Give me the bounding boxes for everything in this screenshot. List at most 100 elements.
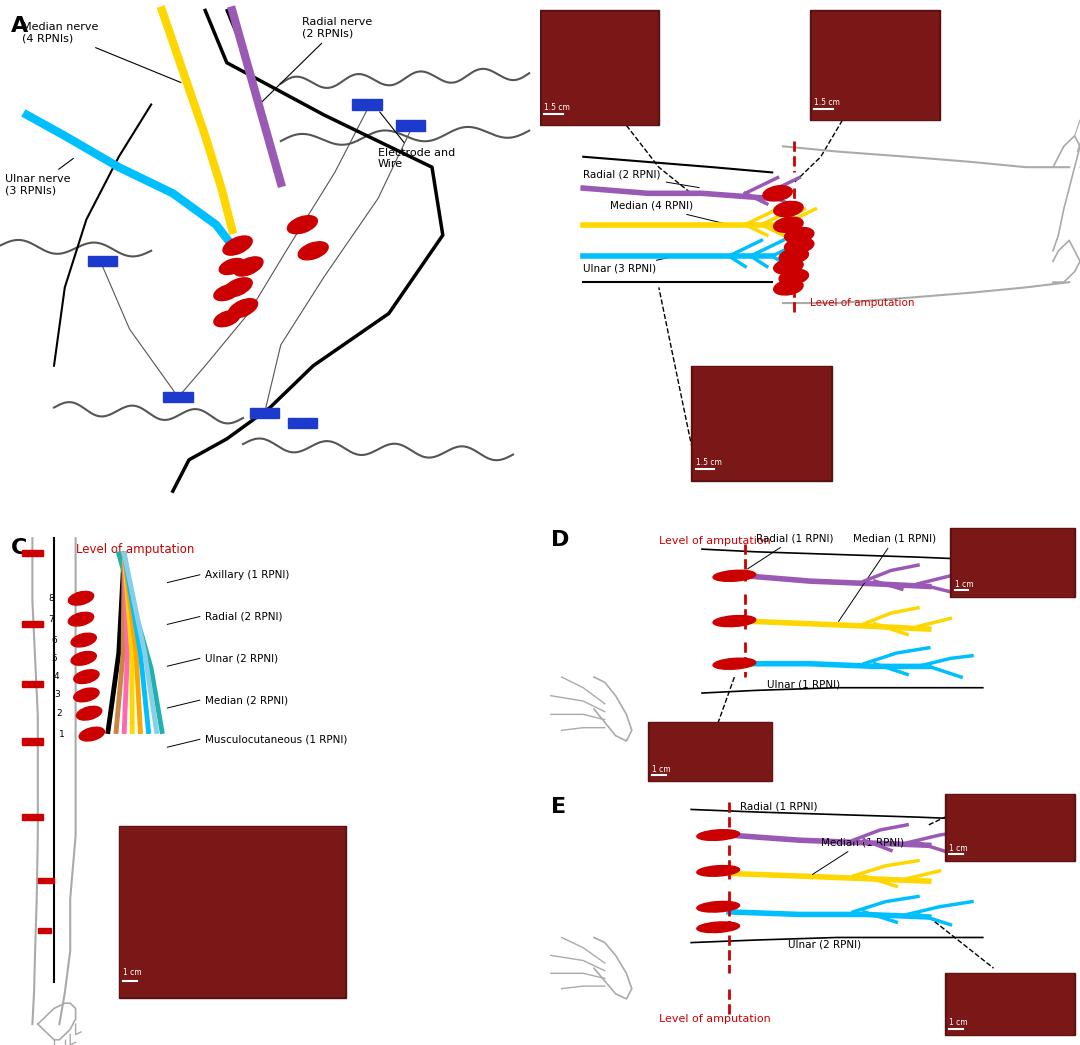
- Ellipse shape: [773, 280, 804, 295]
- Bar: [946, 795, 1074, 860]
- Text: 1 cm: 1 cm: [652, 765, 671, 774]
- Bar: [87, 256, 118, 266]
- Bar: [540, 10, 659, 125]
- Text: 1: 1: [59, 729, 65, 739]
- Ellipse shape: [68, 591, 94, 605]
- Text: 5: 5: [51, 654, 57, 663]
- Text: Ulnar nerve
(3 RPNIs): Ulnar nerve (3 RPNIs): [5, 159, 73, 195]
- Ellipse shape: [79, 727, 105, 741]
- Ellipse shape: [713, 616, 756, 627]
- Bar: [22, 681, 43, 688]
- Text: 8: 8: [49, 594, 54, 603]
- Text: 7: 7: [49, 614, 54, 624]
- Bar: [121, 828, 343, 997]
- Ellipse shape: [73, 670, 99, 683]
- Bar: [946, 974, 1074, 1034]
- Bar: [38, 928, 52, 932]
- Bar: [249, 408, 280, 418]
- Ellipse shape: [219, 258, 245, 275]
- Text: 1 cm: 1 cm: [949, 843, 968, 853]
- Bar: [812, 13, 937, 119]
- Text: Axillary (1 RPNI): Axillary (1 RPNI): [205, 570, 289, 580]
- Text: Median nerve
(4 RPNIs): Median nerve (4 RPNIs): [22, 22, 181, 83]
- Ellipse shape: [779, 249, 809, 263]
- Bar: [22, 621, 43, 627]
- Text: Radial nerve
(2 RPNIs): Radial nerve (2 RPNIs): [261, 17, 373, 102]
- Text: 3: 3: [54, 691, 59, 699]
- Bar: [945, 973, 1075, 1035]
- Ellipse shape: [77, 706, 102, 720]
- Text: Radial (1 RPNI): Radial (1 RPNI): [740, 802, 818, 812]
- Bar: [38, 878, 54, 883]
- Text: Level of amputation: Level of amputation: [659, 536, 770, 545]
- Ellipse shape: [214, 310, 240, 327]
- Text: C: C: [11, 538, 27, 558]
- Bar: [953, 529, 1074, 597]
- Bar: [287, 418, 318, 428]
- Bar: [542, 11, 657, 123]
- Ellipse shape: [222, 278, 253, 297]
- Bar: [648, 722, 772, 781]
- Bar: [945, 794, 1075, 861]
- Text: 1.5 cm: 1.5 cm: [814, 98, 840, 107]
- Bar: [950, 528, 1075, 597]
- Text: 1 cm: 1 cm: [955, 580, 973, 588]
- Text: 1.5 cm: 1.5 cm: [544, 102, 570, 112]
- Text: 1 cm: 1 cm: [949, 1019, 968, 1027]
- Text: Radial (1 RPNI): Radial (1 RPNI): [747, 533, 834, 568]
- Text: 6: 6: [51, 635, 57, 645]
- Text: Electrode and
Wire: Electrode and Wire: [378, 112, 456, 169]
- Text: Median (4 RPNI): Median (4 RPNI): [610, 201, 727, 224]
- Ellipse shape: [71, 633, 96, 647]
- Bar: [22, 738, 43, 744]
- Text: 4: 4: [54, 672, 59, 681]
- Ellipse shape: [713, 658, 756, 669]
- Text: B: B: [551, 16, 568, 36]
- Text: 1.5 cm: 1.5 cm: [696, 458, 721, 467]
- Ellipse shape: [697, 902, 740, 912]
- Ellipse shape: [784, 228, 814, 242]
- Text: D: D: [551, 531, 569, 551]
- Ellipse shape: [773, 202, 804, 216]
- Text: Level of amputation: Level of amputation: [810, 298, 915, 308]
- Ellipse shape: [773, 217, 804, 232]
- Ellipse shape: [71, 651, 96, 666]
- Ellipse shape: [222, 236, 253, 255]
- Bar: [650, 723, 771, 781]
- Bar: [810, 10, 940, 120]
- Text: Median (2 RPNI): Median (2 RPNI): [205, 695, 288, 705]
- Bar: [395, 120, 426, 131]
- Text: Level of amputation: Level of amputation: [76, 543, 194, 556]
- Text: Radial (2 RPNI): Radial (2 RPNI): [583, 169, 699, 188]
- Text: Radial (2 RPNI): Radial (2 RPNI): [205, 611, 283, 622]
- Text: 2: 2: [56, 709, 63, 718]
- Ellipse shape: [228, 299, 258, 318]
- Ellipse shape: [287, 215, 318, 234]
- Text: 1 cm: 1 cm: [123, 969, 141, 977]
- Bar: [693, 368, 831, 479]
- Text: Ulnar (1 RPNI): Ulnar (1 RPNI): [767, 679, 840, 690]
- Text: Musculocutaneous (1 RPNI): Musculocutaneous (1 RPNI): [205, 735, 348, 744]
- Ellipse shape: [68, 612, 94, 626]
- Bar: [22, 550, 43, 556]
- Text: Ulnar (2 RPNI): Ulnar (2 RPNI): [788, 939, 862, 950]
- Text: Median (1 RPNI): Median (1 RPNI): [838, 533, 936, 622]
- Ellipse shape: [697, 865, 740, 877]
- Ellipse shape: [762, 186, 793, 201]
- Ellipse shape: [779, 270, 809, 284]
- Ellipse shape: [697, 830, 740, 840]
- Text: Median (1 RPNI): Median (1 RPNI): [812, 837, 904, 875]
- Text: Ulnar (2 RPNI): Ulnar (2 RPNI): [205, 653, 279, 664]
- Bar: [163, 392, 193, 402]
- Ellipse shape: [298, 241, 328, 260]
- Ellipse shape: [73, 688, 99, 702]
- Bar: [22, 814, 43, 820]
- Ellipse shape: [713, 571, 756, 581]
- Bar: [691, 366, 832, 481]
- Ellipse shape: [233, 257, 264, 276]
- Bar: [352, 99, 382, 110]
- Ellipse shape: [784, 238, 814, 253]
- Bar: [119, 826, 346, 998]
- Text: E: E: [551, 796, 566, 816]
- Ellipse shape: [214, 284, 240, 301]
